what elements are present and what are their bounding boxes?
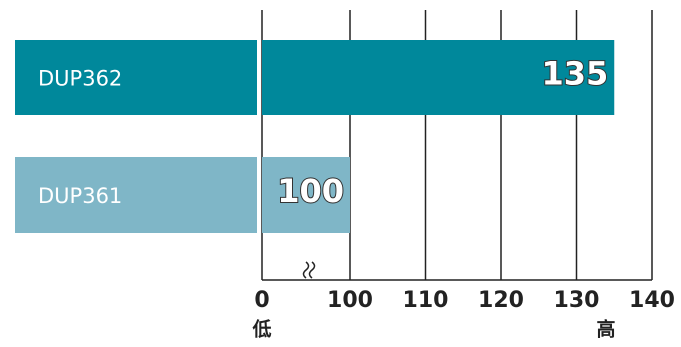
high-label: 高 (596, 318, 615, 341)
category-label: DUP361 (38, 184, 122, 208)
x-tick-label: 110 (403, 288, 449, 313)
value-label: 135 (541, 55, 608, 93)
category-label: DUP362 (38, 67, 122, 91)
category-box (15, 157, 257, 233)
x-tick-label: 140 (629, 288, 675, 313)
x-tick-label: 0 (254, 288, 269, 313)
axis-break (302, 261, 316, 279)
bar (262, 157, 350, 233)
value-label: 100 (277, 172, 344, 210)
x-tick-label: 120 (478, 288, 524, 313)
low-label: 低 (251, 318, 271, 341)
bar (262, 40, 615, 115)
category-box (15, 40, 257, 115)
x-tick-label: 130 (554, 288, 600, 313)
x-tick-label: 100 (327, 288, 373, 313)
